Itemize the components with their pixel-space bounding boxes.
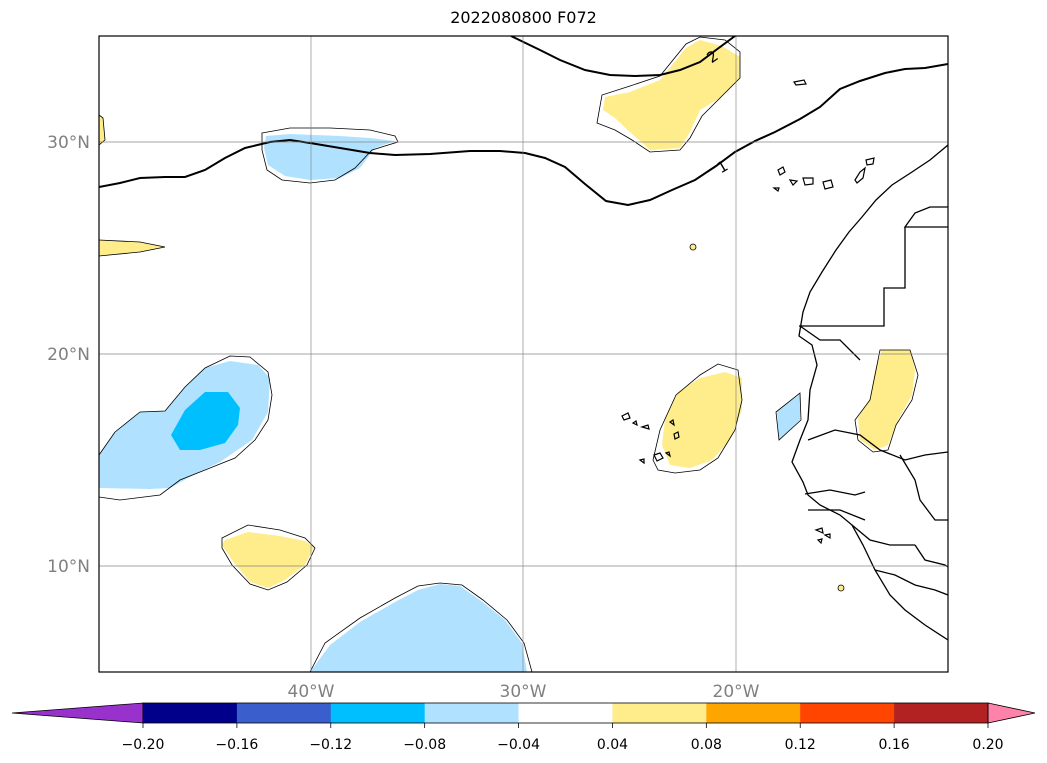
contour-label-1: 1	[714, 157, 731, 177]
colorbar-tick-label: 0.20	[972, 737, 1003, 753]
lon-label-30w: 30°W	[500, 682, 547, 702]
thin-contours	[99, 36, 919, 672]
colorbar-segment	[706, 703, 801, 723]
map-frame	[98, 35, 949, 673]
colorbar-extend-min	[11, 702, 144, 724]
shaded-anomaly-fields	[99, 40, 915, 672]
colorbar-segment	[800, 703, 895, 723]
islands	[621, 79, 875, 545]
positive-region-edge-30n	[99, 115, 105, 145]
colorbar-segment	[894, 703, 989, 723]
colorbar-tick-label: 0.04	[597, 737, 628, 753]
colorbar-segment	[236, 703, 332, 723]
negative-region-west-core	[171, 392, 240, 450]
positive-region-west-africa	[858, 350, 915, 450]
colorbar-segment	[424, 703, 520, 723]
negative-region-north	[264, 134, 395, 180]
colorbar-segment	[612, 703, 707, 723]
colorbar-segment	[330, 703, 426, 723]
colorbar-tick-label: −0.20	[122, 737, 165, 753]
positive-blob-small-2	[837, 584, 845, 592]
lat-label-20n: 20°N	[47, 345, 90, 365]
coastline	[791, 144, 948, 641]
colorbar-tick-label: 0.16	[879, 737, 910, 753]
colorbar-segment	[518, 703, 613, 723]
colorbar-outline	[142, 702, 989, 724]
colorbar-tick-label: −0.08	[403, 737, 446, 753]
positive-blob-small-1	[689, 243, 697, 251]
colorbar-tick-label: 0.08	[691, 737, 722, 753]
lon-label-40w: 40°W	[288, 682, 335, 702]
colorbar-tick-label: −0.04	[497, 737, 540, 753]
positive-region-edge-25n	[99, 240, 165, 256]
colorbar-extend-max	[987, 702, 1036, 724]
thick-contours	[99, 36, 948, 207]
contour-2	[510, 36, 736, 78]
lat-label-10n: 10°N	[47, 557, 90, 577]
colorbar-tick-label: −0.16	[215, 737, 258, 753]
colorbar-tick-label: −0.12	[309, 737, 352, 753]
gridlines	[99, 36, 948, 672]
lon-label-20w: 20°W	[713, 682, 760, 702]
map-content: 2 1	[99, 36, 948, 672]
positive-region-north	[603, 40, 740, 150]
map-title: 2022080800 F072	[450, 8, 597, 27]
colorbar: −0.20 −0.16 −0.12 −0.08 −0.04 0.04 0.08 0.12 0.1…	[11, 702, 1036, 753]
colorbar-tick-label: 0.12	[785, 737, 816, 753]
contour-1	[99, 63, 948, 207]
negative-region-south	[310, 584, 527, 672]
negative-region-coast	[777, 394, 800, 440]
positive-region-10n	[222, 532, 314, 588]
positive-region-cape-verde	[662, 372, 742, 468]
colorbar-segment	[143, 703, 238, 723]
lat-label-30n: 30°N	[47, 133, 90, 153]
